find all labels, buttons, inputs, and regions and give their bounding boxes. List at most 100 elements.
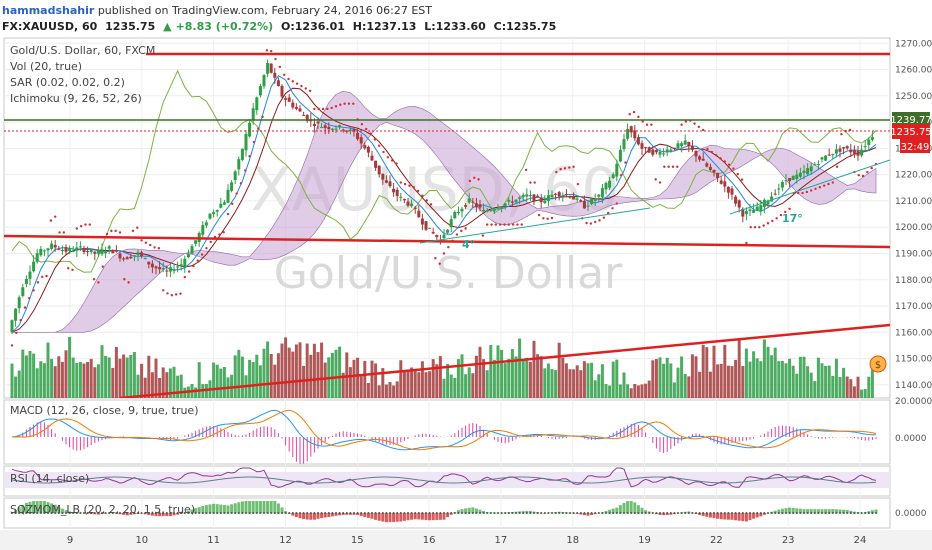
volume-bar bbox=[503, 363, 507, 398]
candle-body bbox=[590, 198, 594, 204]
macd-pane[interactable] bbox=[3, 399, 891, 465]
legend-sar[interactable]: SAR (0.02, 0.02, 0.2) bbox=[10, 76, 125, 89]
candle-body bbox=[111, 249, 115, 254]
candle-body bbox=[485, 210, 489, 212]
angle-line-right[interactable] bbox=[729, 159, 890, 215]
sqz-bar bbox=[626, 501, 630, 514]
sqz-dot bbox=[723, 512, 726, 514]
volume-bar bbox=[816, 357, 820, 398]
candle-body bbox=[222, 202, 226, 205]
sqz-bar bbox=[759, 513, 763, 517]
sqz-dot bbox=[57, 512, 60, 514]
support-trendline[interactable] bbox=[4, 234, 890, 249]
countdown-tag bbox=[900, 139, 930, 153]
candle-body bbox=[766, 200, 770, 205]
candle-body bbox=[125, 257, 129, 260]
volume-bar bbox=[744, 348, 748, 398]
sqz-dot bbox=[119, 512, 121, 514]
sar-dot bbox=[546, 217, 549, 220]
sar-dot bbox=[170, 294, 174, 297]
price-tick-label: 1140.00 bbox=[895, 381, 932, 391]
candle-body bbox=[57, 248, 61, 250]
sqz-bar bbox=[816, 509, 820, 514]
sqzmom-label[interactable]: SQZMOM_LB (20, 2, 20, 1.5, true) bbox=[10, 503, 196, 516]
sar-dot bbox=[321, 107, 325, 111]
sar-dot bbox=[693, 122, 696, 125]
candle-body bbox=[341, 129, 345, 131]
sar-dot bbox=[447, 245, 450, 249]
sqz-dot bbox=[237, 512, 240, 514]
angle-line-left[interactable] bbox=[419, 207, 651, 244]
sqz-bar bbox=[420, 513, 424, 520]
candle-body bbox=[168, 267, 172, 272]
sqz-bar bbox=[392, 513, 396, 522]
volume-bar bbox=[168, 368, 172, 398]
sqz-dot bbox=[507, 512, 510, 514]
sqz-dot bbox=[205, 512, 208, 514]
rising-trendline[interactable] bbox=[119, 323, 890, 398]
volume-bar bbox=[384, 384, 388, 398]
sqz-bar bbox=[60, 508, 64, 514]
time-axis[interactable] bbox=[0, 530, 932, 550]
legend-vol[interactable]: Vol (20, true) bbox=[10, 60, 83, 73]
sqz-dot bbox=[392, 512, 395, 514]
sqz-bar bbox=[705, 513, 709, 517]
volume-bar bbox=[489, 345, 493, 398]
sqz-bar bbox=[611, 508, 615, 514]
sqz-bar bbox=[165, 513, 169, 517]
volume-bar bbox=[478, 346, 482, 398]
volume-bar bbox=[219, 368, 223, 398]
sqz-dot bbox=[817, 512, 820, 514]
sqz-dot bbox=[511, 512, 514, 514]
candle-body bbox=[845, 146, 849, 149]
sqz-dot bbox=[529, 512, 532, 514]
volume-bar bbox=[734, 359, 738, 398]
sar-dot bbox=[71, 268, 74, 271]
sar-dot bbox=[576, 182, 580, 186]
candle-body bbox=[381, 173, 385, 180]
sqz-bar bbox=[777, 509, 781, 514]
sqz-bar bbox=[636, 505, 640, 514]
dividend-event-icon[interactable] bbox=[869, 355, 887, 373]
price-axis[interactable]: 1270.001260.001250.001240.001230.001220.… bbox=[895, 39, 932, 391]
rsi-label[interactable]: RSI (14, close) bbox=[10, 472, 90, 485]
sqz-dot bbox=[389, 512, 391, 514]
sar-dot bbox=[36, 281, 40, 284]
candle-body bbox=[406, 201, 410, 206]
sqz-dot bbox=[342, 512, 345, 514]
candle-body bbox=[482, 209, 486, 212]
volume-bar bbox=[291, 351, 295, 398]
sqz-dot bbox=[291, 512, 294, 514]
volume-bar bbox=[712, 345, 716, 398]
squeeze-momentum-bars bbox=[10, 501, 878, 523]
watermark-name: Gold/U.S. Dollar bbox=[274, 248, 623, 299]
sar-dot bbox=[92, 278, 96, 281]
candle-body bbox=[716, 172, 720, 179]
sqz-bar bbox=[752, 513, 756, 519]
sar-dot bbox=[339, 103, 342, 106]
sqz-bar bbox=[629, 501, 633, 514]
sqz-dot bbox=[594, 512, 597, 514]
legend-ichimoku[interactable]: Ichimoku (9, 26, 52, 26) bbox=[10, 92, 142, 105]
time-tick-label: 17 bbox=[495, 535, 508, 546]
sqz-dot bbox=[396, 512, 399, 514]
time-tick-label: 10 bbox=[135, 535, 148, 546]
legend-series-title[interactable]: Gold/U.S. Dollar, 60, FXCM bbox=[10, 44, 156, 57]
volume-bar bbox=[539, 356, 543, 398]
sqz-bar bbox=[665, 513, 669, 516]
sqz-dot bbox=[565, 512, 568, 514]
candle-body bbox=[374, 160, 378, 168]
sqz-dot bbox=[464, 512, 467, 514]
sqz-dot bbox=[641, 512, 643, 514]
sar-dot bbox=[822, 184, 826, 187]
author-link[interactable]: hammadshahir bbox=[2, 4, 95, 17]
candle-body bbox=[863, 146, 867, 148]
volume-bar bbox=[658, 357, 662, 398]
volume-bar bbox=[258, 365, 262, 398]
candle-body bbox=[626, 129, 630, 139]
sar-dot bbox=[274, 57, 277, 61]
sar-dot bbox=[300, 84, 303, 88]
macd-label[interactable]: MACD (12, 26, close, 9, true, true) bbox=[10, 404, 199, 417]
sqz-dot bbox=[659, 512, 661, 514]
